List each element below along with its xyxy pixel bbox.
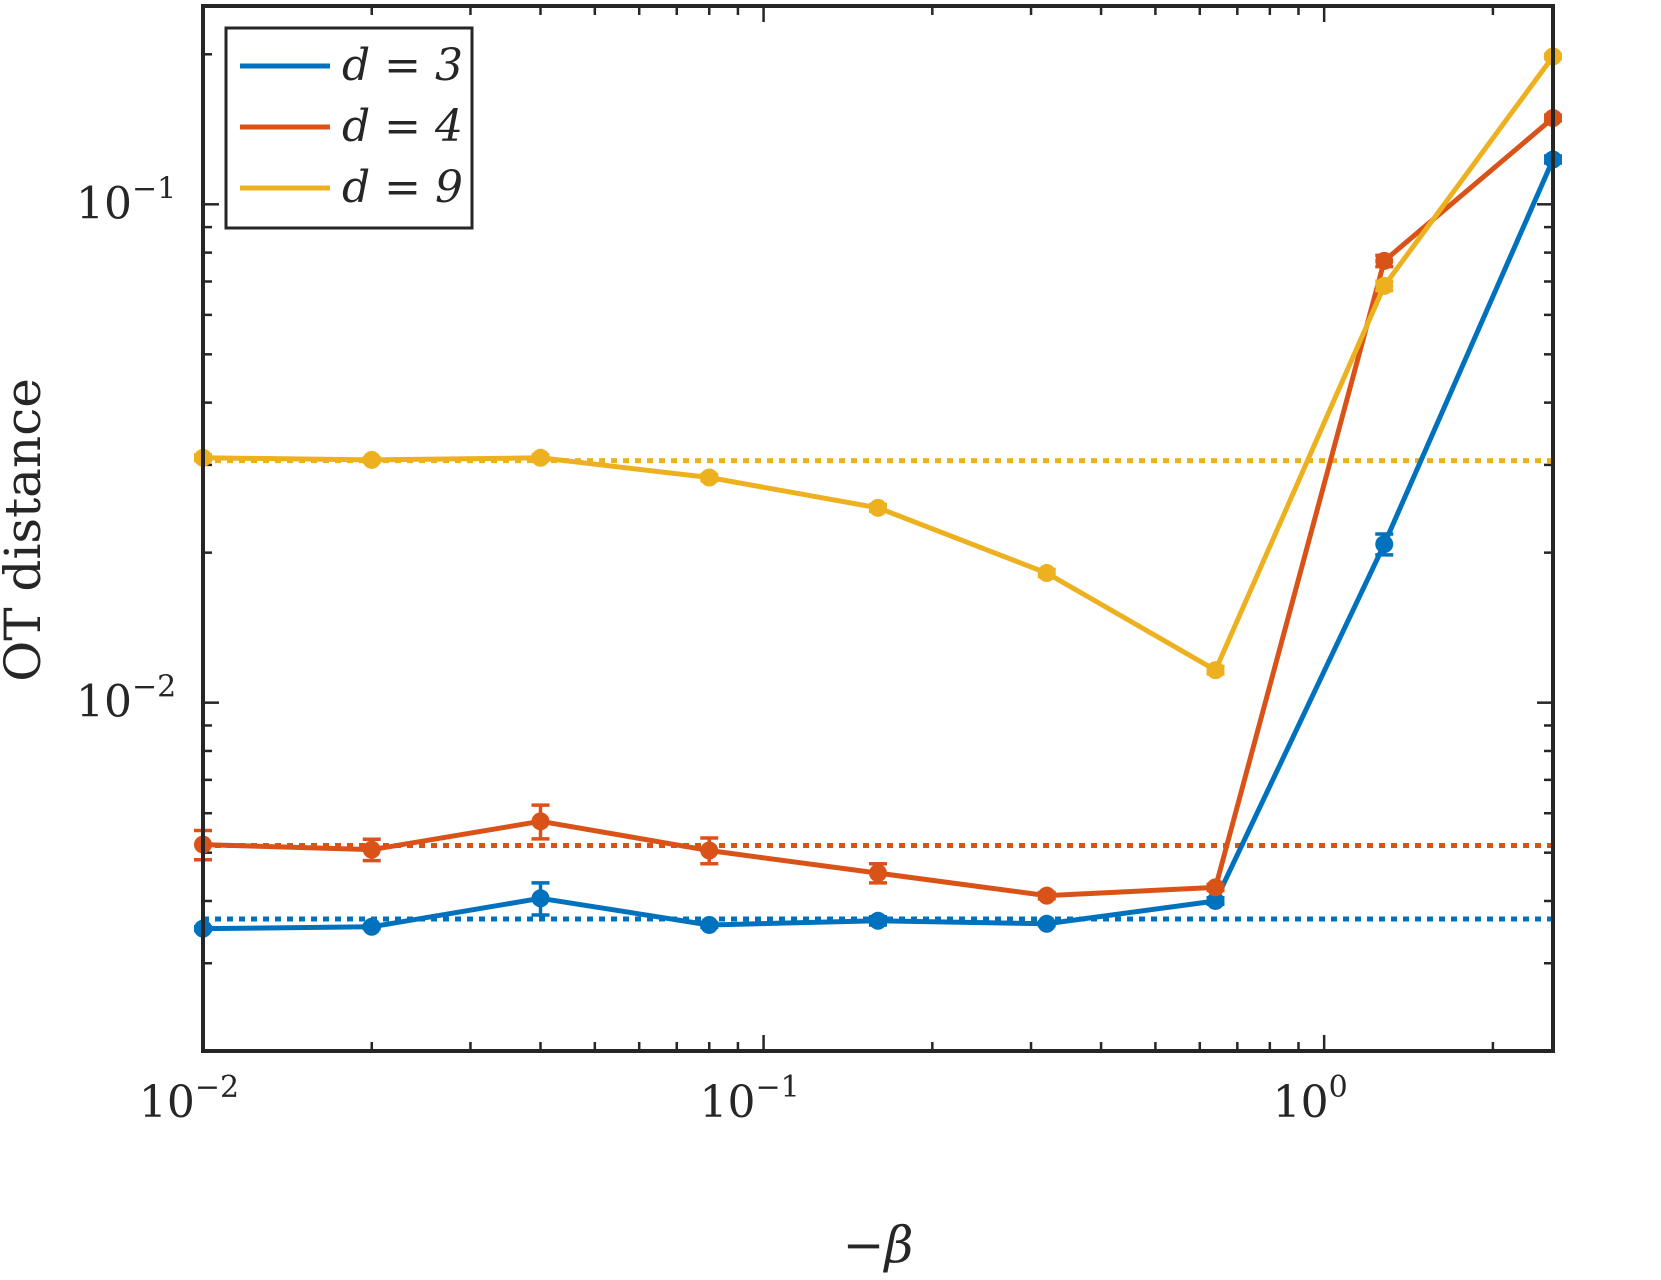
x-axis-label: −β	[843, 1216, 914, 1274]
data-point	[700, 841, 719, 860]
data-point	[1375, 276, 1394, 295]
data-point	[362, 840, 381, 859]
data-point	[531, 889, 550, 908]
x-tick-label: 10−2	[139, 1070, 239, 1128]
series-0	[194, 150, 1562, 938]
plot-frame	[201, 4, 1555, 1053]
y-tick-labels: 10−2 10−1	[76, 171, 176, 727]
data-point	[1375, 535, 1394, 554]
reference-lines	[203, 458, 1553, 922]
legend-label-d9: d = 9	[342, 162, 463, 213]
y-tick-label: 10−2	[76, 670, 176, 728]
data-point	[531, 448, 550, 467]
data-point	[531, 812, 550, 831]
data-point	[1206, 891, 1225, 910]
data-point	[362, 450, 381, 469]
data-point	[700, 468, 719, 487]
data-point	[362, 917, 381, 936]
data-point	[1375, 251, 1394, 270]
data-point	[1037, 564, 1056, 583]
data-point	[700, 915, 719, 934]
series-line	[202, 158, 1556, 932]
y-axis-label: OT distance	[0, 378, 52, 682]
data-point	[1037, 886, 1056, 905]
data-point	[1206, 878, 1225, 897]
x-tick-label: 100	[1273, 1070, 1348, 1128]
data-point	[869, 911, 887, 930]
data-point	[869, 498, 887, 517]
legend: d = 3 d = 4 d = 9	[224, 26, 474, 230]
x-tick-label: 10−1	[699, 1070, 799, 1128]
y-tick-label: 10−1	[76, 171, 176, 229]
legend-label-d3: d = 3	[342, 40, 463, 91]
data-point	[1206, 661, 1225, 680]
data-point	[869, 864, 887, 883]
legend-label-d4: d = 4	[342, 101, 463, 152]
data-point	[1037, 914, 1056, 933]
x-tick-labels: 10−2 10−1 100	[139, 1070, 1348, 1128]
